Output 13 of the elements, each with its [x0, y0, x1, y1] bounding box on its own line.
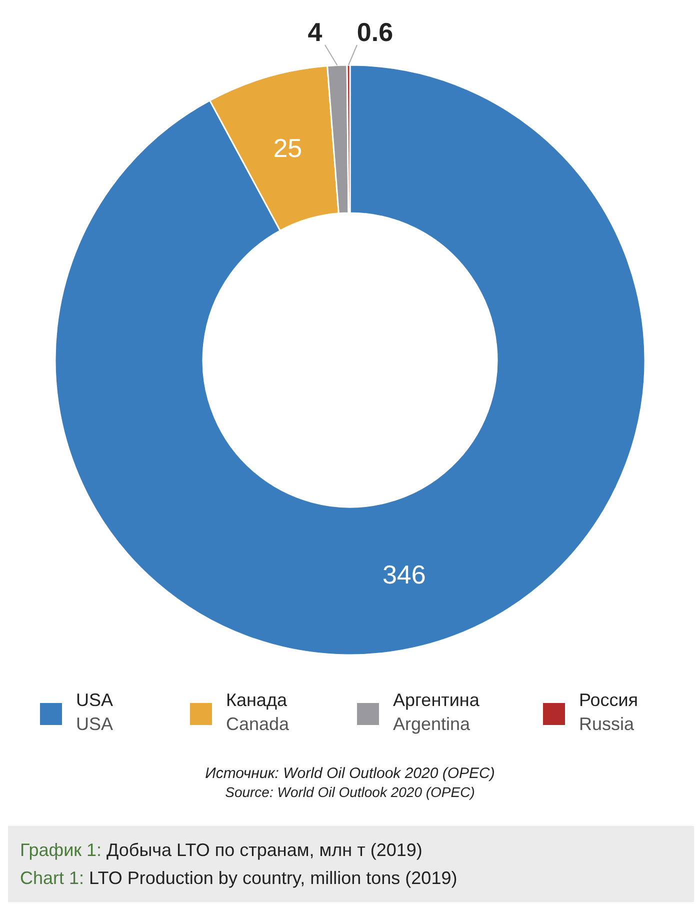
- legend-label: Канада Canada: [226, 690, 290, 734]
- legend-label: Россия Russia: [579, 690, 638, 734]
- data-label: 0.6: [356, 17, 394, 47]
- text: Chart 1: LTO Production by country, million tons (2019): [20, 868, 458, 888]
- source-note: Source: World Oil Outlook 2020 (OPEC): [225, 784, 475, 800]
- text: График 1: Добыча LTO по странам, млн т (2019): [20, 840, 422, 860]
- data-label: 25: [273, 133, 302, 164]
- text: Источник: World Oil Outlook 2020 (OPEC): [205, 765, 495, 782]
- donut-slice: [54, 64, 646, 656]
- legend-label: USA USA: [76, 690, 114, 734]
- data-label: 346: [382, 559, 426, 590]
- data-label: 4: [308, 17, 323, 47]
- legend-label: Аргентина Argentina: [393, 690, 480, 734]
